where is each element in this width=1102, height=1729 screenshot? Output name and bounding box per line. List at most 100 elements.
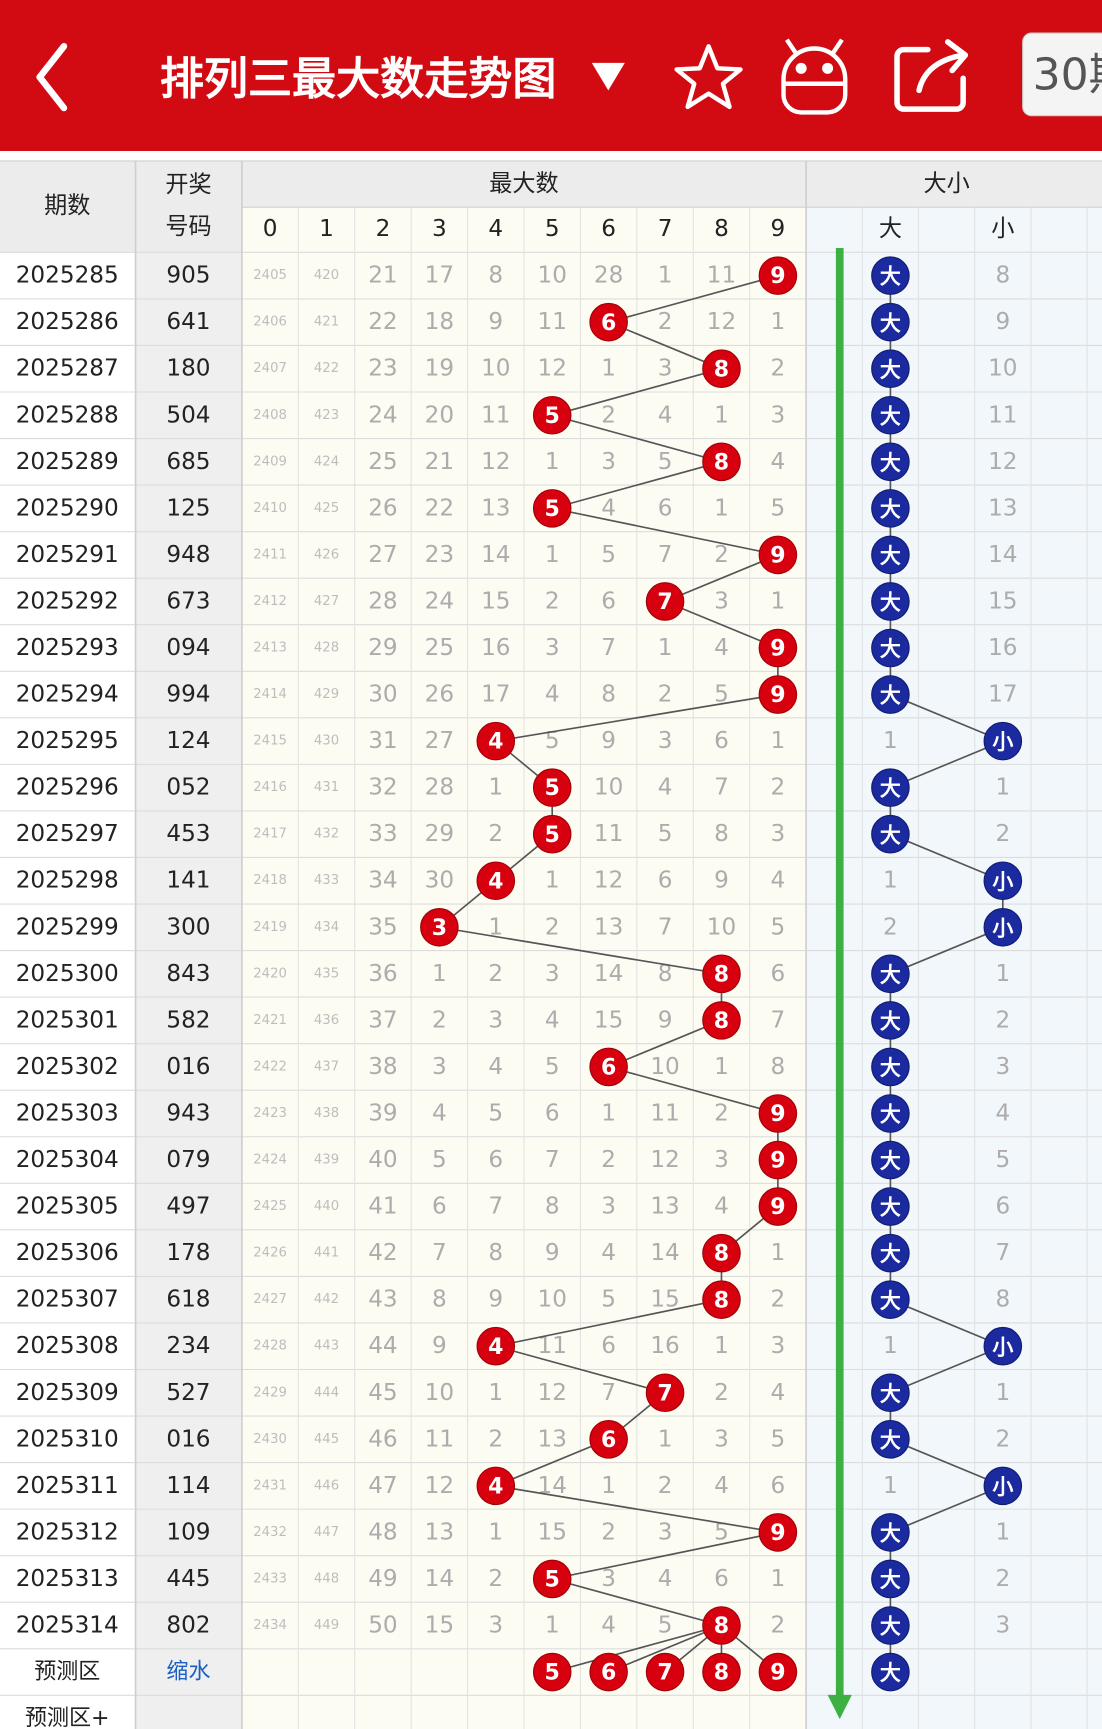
blue-ball-label: 小 [992,1335,1013,1359]
red-ball [476,861,516,901]
miss-count: 10 [988,356,1017,382]
red-ball [645,1373,685,1413]
period-cell: 2025295 [16,728,119,754]
red-ball [532,489,572,528]
blue-ball-label: 大 [880,451,901,475]
red-ball [758,1513,798,1552]
robot-icon[interactable] [781,38,848,115]
miss-count: 4 [714,1473,729,1499]
miss-count: 13 [594,914,623,940]
miss-count: 16 [988,635,1017,661]
miss-count: 12 [537,1380,566,1406]
red-ball-label: 4 [488,869,503,894]
miss-count: 2433 [253,1571,287,1586]
number-cell: 943 [166,1100,210,1126]
miss-count: 5 [714,1519,729,1545]
miss-count: 14 [650,1240,679,1266]
number-cell: 618 [166,1287,210,1313]
miss-count: 13 [988,495,1017,521]
miss-count: 3 [658,1519,673,1545]
blue-ball [871,1280,910,1319]
miss-count: 427 [314,594,339,609]
miss-count: 24 [368,402,397,428]
period-button[interactable] [1022,32,1102,117]
red-ball [758,535,798,575]
miss-count: 2408 [253,408,287,423]
red-ball [758,1140,798,1180]
miss-count: 18 [425,309,454,335]
prediction-filter: 缩水 [166,1660,210,1685]
miss-count: 1 [771,1566,786,1592]
miss-count: 443 [314,1339,339,1354]
blue-ball-label: 大 [880,1149,901,1173]
dropdown-arrow[interactable] [591,62,625,91]
miss-count: 10 [537,263,566,289]
prediction-label: 预测区 [34,1660,100,1685]
period-cell: 2025296 [16,775,119,801]
miss-count: 445 [314,1432,339,1447]
period-button-label[interactable]: 30期 [1033,49,1102,100]
prediction-link [608,1624,722,1673]
period-cell: 2025302 [16,1054,119,1080]
period-cell: 2025289 [16,449,119,475]
blue-ball-label: 大 [880,1522,901,1546]
period-cell: 2025298 [16,868,119,894]
blue-ball [871,302,910,342]
period-cell: 2025314 [16,1613,119,1639]
miss-count: 2428 [253,1339,287,1354]
miss-count: 15 [425,1613,454,1639]
blue-ball [871,1652,910,1692]
red-ball-label: 5 [545,1568,560,1593]
miss-count: 41 [368,1194,397,1220]
period-cell: 2025287 [16,356,119,382]
miss-count: 15 [537,1519,566,1545]
blue-ball-label: 小 [992,916,1013,940]
miss-count: 4 [714,635,729,661]
red-ball-label: 8 [714,1009,729,1034]
miss-count: 2405 [253,268,287,283]
number-cell: 052 [166,775,210,801]
red-ball-label: 3 [432,916,447,941]
miss-count: 3 [432,1054,447,1080]
blue-ball [871,1606,910,1645]
period-cell: 2025290 [16,495,119,521]
red-ball [476,1466,516,1506]
miss-count: 3 [771,402,786,428]
share-icon[interactable] [894,39,969,112]
blue-ball [871,1233,910,1273]
miss-count: 2 [658,1473,673,1499]
blue-ball [871,675,910,714]
miss-count: 2 [488,1426,503,1452]
miss-count: 1 [995,961,1010,987]
miss-count: 436 [314,1013,339,1028]
miss-count: 2 [883,914,898,940]
miss-count: 2 [771,1613,786,1639]
miss-count: 1 [658,635,673,661]
miss-count: 1 [432,961,447,987]
favorite-icon[interactable] [674,44,743,110]
red-ball [702,1280,741,1319]
period-cell: 2025286 [16,309,119,335]
blue-ball [871,1373,910,1413]
red-ball [589,302,628,342]
miss-count: 5 [432,1147,447,1173]
miss-count: 2 [995,1426,1010,1452]
miss-count: 4 [771,449,786,475]
trend-arrow-head [827,1694,852,1720]
number-cell: 497 [166,1194,210,1220]
miss-count: 7 [658,914,673,940]
miss-count: 3 [545,635,560,661]
miss-count: 7 [432,1240,447,1266]
miss-count: 37 [368,1007,397,1033]
red-ball [702,1001,741,1040]
back-button[interactable] [36,42,68,112]
miss-count: 1 [995,775,1010,801]
miss-count: 1 [995,1380,1010,1406]
blue-ball [871,1140,910,1180]
blue-ball [871,489,910,528]
miss-count: 47 [368,1473,397,1499]
miss-count: 2 [995,1007,1010,1033]
miss-count: 435 [314,966,339,981]
red-ball-label: 5 [545,776,560,801]
